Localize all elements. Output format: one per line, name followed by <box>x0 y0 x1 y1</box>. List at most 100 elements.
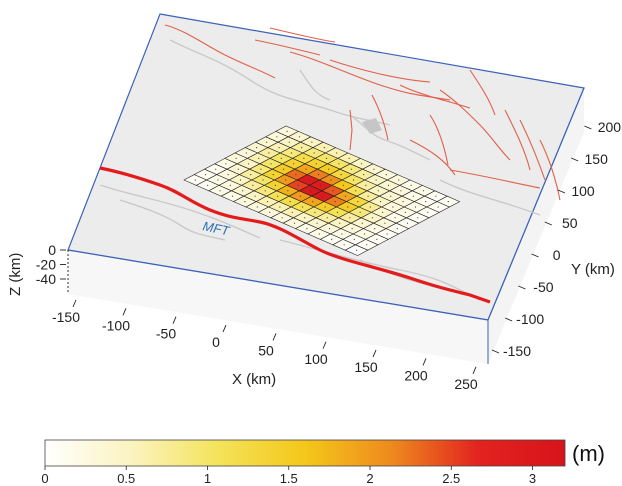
x-tick-mark <box>72 299 77 308</box>
cell-center-dot <box>340 174 342 176</box>
cell-center-dot <box>410 184 412 186</box>
cell-center-dot <box>252 184 254 186</box>
x-tick-mark <box>122 308 127 316</box>
cell-center-dot <box>285 179 287 181</box>
cell-center-dot <box>320 184 322 186</box>
cell-center-dot <box>272 174 274 176</box>
y-tick-mark <box>584 125 592 130</box>
y-tick-label: -50 <box>533 279 553 295</box>
cell-center-dot <box>344 195 347 197</box>
cell-center-dot <box>295 174 297 176</box>
colorbar-gradient <box>44 439 566 467</box>
cell-center-dot <box>412 195 414 197</box>
cell-center-dot <box>297 184 299 186</box>
cell-center-dot <box>305 168 307 170</box>
x-tick-mark <box>222 324 227 333</box>
cell-center-dot <box>290 152 293 154</box>
x-tick-label: 150 <box>354 359 378 375</box>
cell-center-dot <box>217 179 219 181</box>
cell-center-dot <box>299 195 301 197</box>
x-tick-label: 0 <box>212 334 220 350</box>
cell-center-dot <box>237 168 239 170</box>
cell-center-dot <box>343 244 345 246</box>
cell-center-dot <box>379 201 382 203</box>
fault-traces <box>164 24 561 201</box>
cell-center-dot <box>306 228 308 230</box>
x-tick-mark <box>272 333 277 341</box>
cell-center-dot <box>342 184 344 186</box>
cell-center-dot <box>260 168 262 170</box>
x-tick-mark <box>172 316 177 324</box>
colorbar-unit: (m) <box>572 441 605 466</box>
y-tick-mark <box>571 157 579 162</box>
cell-center-dot <box>336 152 338 154</box>
cell-center-dot <box>350 168 352 170</box>
z-axis-label: Z (km) <box>7 253 24 296</box>
cell-center-dot <box>194 179 196 181</box>
cell-center-dot <box>324 206 326 208</box>
y-tick-label: -150 <box>503 343 531 359</box>
block-front-edge <box>67 249 489 321</box>
y-tick-label: 100 <box>571 183 595 199</box>
cell-center-dot <box>207 184 209 186</box>
cell-center-dot <box>330 179 332 181</box>
cell-center-dot <box>227 174 229 176</box>
y-tick-mark <box>544 221 552 226</box>
cell-center-dot <box>398 179 400 181</box>
z-tick-label: -20 <box>36 257 56 273</box>
cell-center-dot <box>351 228 353 230</box>
cell-center-dot <box>339 222 341 224</box>
x-tick-mark <box>472 366 477 374</box>
z-tick-label: -40 <box>36 271 56 287</box>
cell-center-dot <box>231 195 234 197</box>
cell-center-dot <box>357 201 359 203</box>
cell-center-dot <box>326 217 328 219</box>
cell-center-dot <box>325 157 328 159</box>
cell-center-dot <box>394 217 396 219</box>
cell-center-dot <box>270 163 272 165</box>
mft-label: MFT <box>201 218 231 238</box>
cell-center-dot <box>235 157 237 159</box>
cell-center-dot <box>262 179 264 181</box>
cell-center-dot <box>312 201 314 203</box>
x-axis-ticks: -150 -100 -50 0 50 100 150 200 250 <box>52 299 478 392</box>
cell-center-dot <box>219 190 221 192</box>
cell-center-dot <box>375 179 377 181</box>
cell-center-dot <box>229 184 231 186</box>
cell-center-dot <box>392 206 394 208</box>
colorbar-tick-label: 1.5 <box>280 471 298 486</box>
x-tick-label: -100 <box>102 317 130 333</box>
cell-center-dot <box>254 195 256 197</box>
cell-center-dot <box>313 152 315 154</box>
cell-center-dot <box>367 195 369 197</box>
cell-center-dot <box>274 184 277 186</box>
cell-center-dot <box>281 217 283 219</box>
x-tick-label: -50 <box>156 326 176 342</box>
block-right-face <box>488 88 584 364</box>
cell-center-dot <box>365 184 367 186</box>
y-tick-mark <box>505 317 513 322</box>
cell-center-dot <box>301 206 304 208</box>
x-tick-mark <box>322 341 327 349</box>
cell-center-dot <box>323 147 325 149</box>
cell-center-dot <box>293 163 295 165</box>
cell-center-dot <box>215 168 217 170</box>
cell-center-dot <box>256 206 258 208</box>
colorbar-tick-label: 1 <box>204 471 211 486</box>
cell-center-dot <box>355 190 357 192</box>
cell-center-dot <box>376 238 378 240</box>
y-tick-mark <box>557 189 566 194</box>
cell-center-dot <box>298 136 301 138</box>
cell-center-dot <box>338 163 340 165</box>
colorbar-tick-label: 2 <box>366 471 373 486</box>
cell-center-dot <box>363 174 365 176</box>
cell-center-dot <box>363 233 366 235</box>
cell-center-dot <box>406 222 409 224</box>
cell-center-dot <box>331 238 333 240</box>
cell-center-dot <box>242 190 244 192</box>
cell-center-dot <box>266 141 268 143</box>
cell-center-dot <box>291 211 293 213</box>
x-tick-label: -150 <box>52 309 80 325</box>
cell-center-dot <box>427 211 429 213</box>
